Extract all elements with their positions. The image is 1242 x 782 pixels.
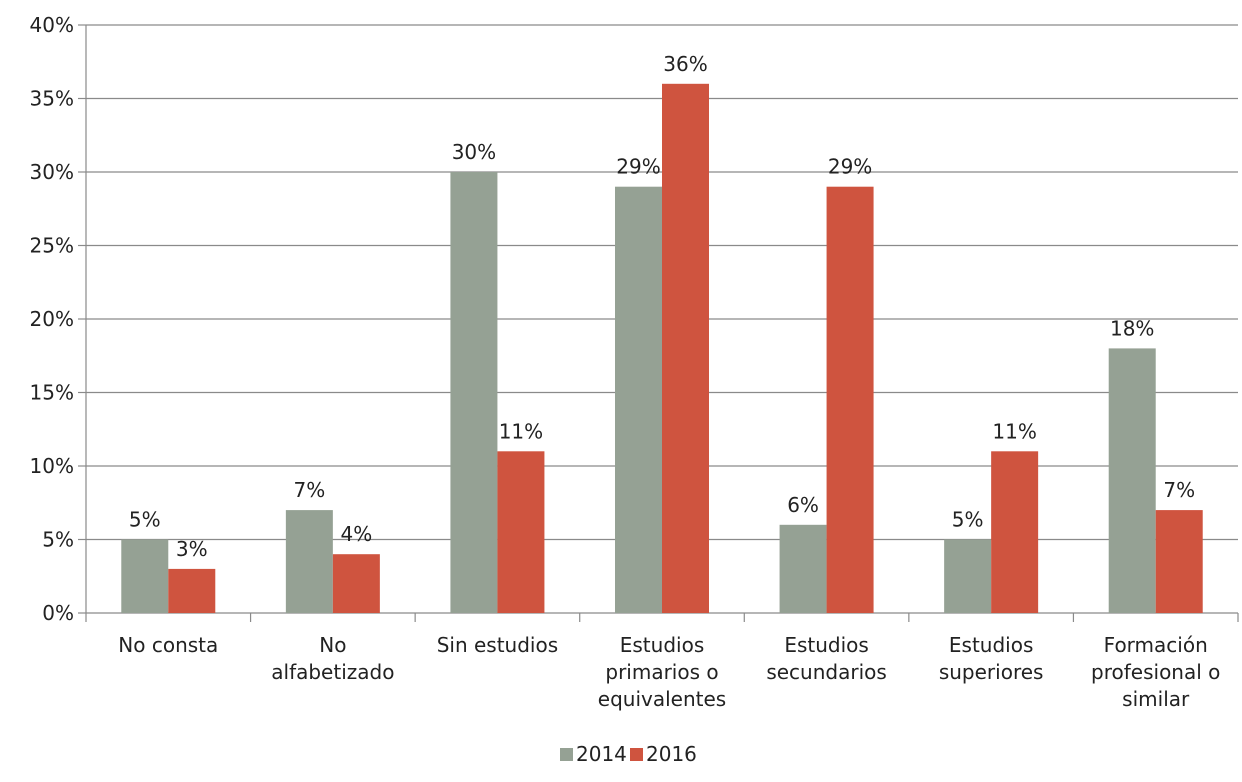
- category-label: Sin estudios: [437, 633, 558, 657]
- legend-label: 2014: [576, 742, 627, 766]
- data-label: 11%: [992, 419, 1036, 443]
- category-label-line: secundarios: [766, 660, 886, 684]
- bar-2014: [285, 510, 333, 613]
- bar-2016: [991, 451, 1039, 613]
- data-label: 4%: [340, 522, 372, 546]
- data-label: 11%: [499, 419, 543, 443]
- y-tick-label: 0%: [42, 601, 74, 625]
- bar-2014: [779, 524, 827, 613]
- category-label: Formación profesional o similar: [1091, 633, 1220, 711]
- data-label: 7%: [293, 478, 325, 502]
- category-label-line: alfabetizado: [271, 660, 394, 684]
- category-label-line: Estudios: [620, 633, 704, 657]
- data-labels: 5% 7% 30% 29% 6% 5% 18% 3% 4% 11% 36% 29% 11% 7%: [129, 52, 1195, 561]
- category-label-line: Sin estudios: [437, 633, 558, 657]
- bar-2016: [662, 83, 709, 614]
- data-label: 3%: [176, 537, 208, 561]
- y-tick-label: 15%: [30, 381, 74, 405]
- category-label: Estudios secundarios: [766, 633, 886, 684]
- legend: 2014 2016: [560, 742, 697, 766]
- category-label-line: No: [319, 633, 346, 657]
- bar-2014: [944, 539, 992, 613]
- bar-2016: [168, 568, 216, 613]
- category-label-line: similar: [1122, 687, 1190, 711]
- bar-2014: [450, 172, 498, 613]
- y-tick-label: 25%: [30, 234, 74, 258]
- y-tick-label: 5%: [42, 528, 74, 552]
- bars: [121, 83, 1203, 614]
- category-label-line: profesional o: [1091, 660, 1220, 684]
- data-label: 5%: [129, 508, 161, 532]
- y-tick-label: 35%: [30, 87, 74, 111]
- category-label-line: Estudios: [949, 633, 1033, 657]
- category-label: Estudios primarios o equivalentes: [598, 633, 726, 711]
- y-tick-label: 20%: [30, 307, 74, 331]
- category-label-line: Formación: [1104, 633, 1208, 657]
- bar-2016: [332, 554, 380, 613]
- category-label-line: primarios o: [605, 660, 718, 684]
- data-label: 7%: [1163, 478, 1195, 502]
- data-label: 30%: [452, 140, 496, 164]
- category-label-line: superiores: [939, 660, 1044, 684]
- bar-2016: [1155, 510, 1203, 613]
- bar-2014: [615, 186, 662, 613]
- y-tick-label: 10%: [30, 454, 74, 478]
- bar-2016: [826, 186, 874, 613]
- bar-2014: [1108, 348, 1156, 613]
- data-label: 6%: [787, 493, 819, 517]
- legend-swatch: [630, 748, 643, 761]
- legend-item: 2014: [560, 742, 627, 766]
- category-label-line: Estudios: [784, 633, 868, 657]
- category-label-line: equivalentes: [598, 687, 726, 711]
- y-tick-label: 40%: [30, 13, 74, 37]
- data-label: 5%: [952, 508, 984, 532]
- legend-swatch: [560, 748, 573, 761]
- bar-2016: [497, 451, 545, 613]
- data-label: 18%: [1110, 316, 1154, 340]
- legend-label: 2016: [646, 742, 697, 766]
- data-label: 29%: [828, 155, 872, 179]
- category-label: Estudios superiores: [939, 633, 1044, 684]
- category-label: No consta: [118, 633, 218, 657]
- axes: 0% 5% 10% 15% 20% 25% 30% 35% 40% No consta No alfa…: [30, 13, 1239, 711]
- y-tick-label: 30%: [30, 160, 74, 184]
- category-label: No alfabetizado: [271, 633, 394, 684]
- data-label: 36%: [663, 52, 707, 76]
- data-label: 29%: [616, 155, 660, 179]
- legend-item: 2016: [630, 742, 697, 766]
- bar-2014: [121, 539, 169, 613]
- category-label-line: No consta: [118, 633, 218, 657]
